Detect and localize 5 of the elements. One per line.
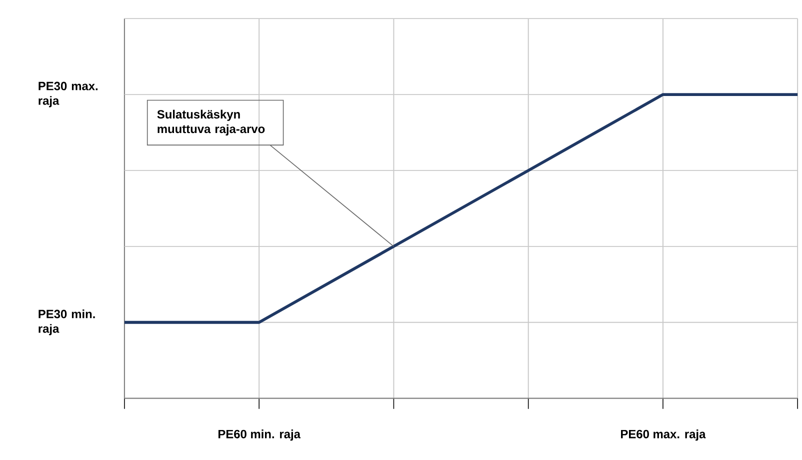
x-tick-label: PE60 max. raja <box>621 430 706 441</box>
x-tick-label: PE60 min. raja <box>218 430 301 441</box>
ref-line-label: PE30 min. raja <box>38 309 95 336</box>
ref-line-label: PE30 max. raja <box>38 82 98 108</box>
annotation: Sulatuskäskyn muuttuva raja-arvo <box>157 110 265 136</box>
